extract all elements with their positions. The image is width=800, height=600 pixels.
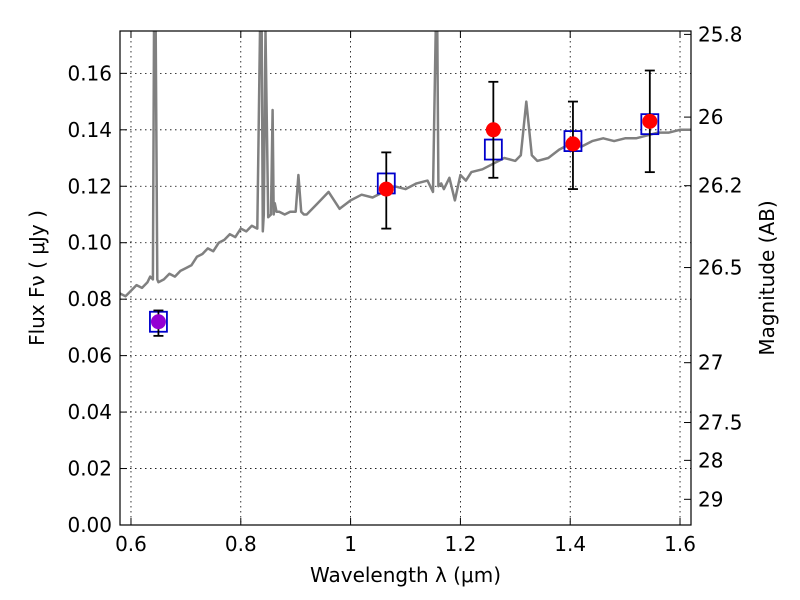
y-tick-label: 0.08 — [67, 287, 112, 311]
axes-frame — [119, 30, 692, 526]
y2-tick-label: 28 — [698, 448, 723, 472]
circle-marker — [485, 122, 501, 138]
circle-marker — [378, 181, 394, 197]
x-tick-label: 1.2 — [444, 532, 476, 556]
y2-tick-label: 29 — [698, 487, 723, 511]
y-tick-label: 0.06 — [67, 344, 112, 368]
y-tick-label: 0.02 — [67, 457, 112, 481]
x-tick-label: 1 — [344, 532, 357, 556]
x-tick-label: 1.6 — [664, 532, 696, 556]
y2-axis-label: Magnitude (AB) — [755, 200, 779, 355]
circle-marker — [150, 314, 166, 330]
y-tick-label: 0.04 — [67, 400, 112, 424]
spectrum-line — [120, 31, 691, 298]
x-axis: 0.6 0.8 1 1.2 1.4 1.6 — [115, 31, 696, 556]
y2-tick-label: 27.5 — [698, 411, 743, 435]
y-tick-label: 0.00 — [67, 513, 112, 537]
x-tick-label: 1.4 — [554, 532, 586, 556]
y-tick-label: 0.12 — [67, 174, 112, 198]
y-tick-label: 0.10 — [67, 231, 112, 255]
y2-tick-label: 25.8 — [698, 22, 743, 46]
y2-tick-label: 27 — [698, 351, 723, 375]
x-tick-label: 0.6 — [115, 532, 147, 556]
x-axis-label: Wavelength λ (μm) — [310, 563, 501, 587]
y-axis: 0.00 0.02 0.04 0.06 0.08 0.10 0.12 0.14 0.16 — [67, 61, 127, 537]
y-tick-label: 0.16 — [67, 61, 112, 85]
y2-tick-label: 26 — [698, 105, 723, 129]
grid — [120, 31, 691, 526]
plot-area — [120, 31, 691, 337]
y-tick-label: 0.14 — [67, 118, 112, 142]
circle-marker — [565, 136, 581, 152]
y-axis-label: Flux Fν ( μJy ) — [25, 210, 49, 346]
x-tick-label: 0.8 — [225, 532, 257, 556]
y2-tick-label: 26.5 — [698, 256, 743, 280]
y2-tick-label: 26.2 — [698, 174, 743, 198]
y2-axis: 25.8 26 26.2 26.5 27 27.5 28 29 — [684, 22, 743, 511]
circle-marker — [642, 113, 658, 129]
